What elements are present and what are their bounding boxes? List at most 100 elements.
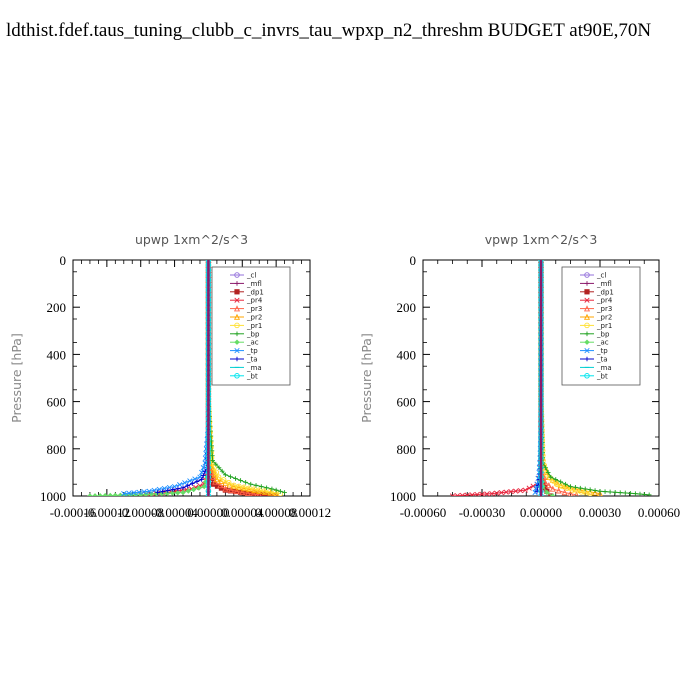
data-point — [215, 474, 222, 480]
data-point — [484, 491, 490, 496]
series-line-ta — [157, 260, 209, 493]
data-point — [545, 482, 552, 489]
data-point — [190, 481, 195, 486]
x-tick-label: 0.00012 — [289, 505, 331, 520]
data-point — [459, 492, 465, 496]
y-tick-label: 200 — [397, 300, 417, 315]
x-tick-label: -0.00004 — [151, 505, 198, 520]
data-point — [217, 482, 224, 489]
legend-label: _ac — [596, 339, 609, 347]
y-tick-label: 1000 — [390, 489, 416, 504]
data-point — [169, 490, 176, 496]
x-tick-label: 0.00008 — [255, 505, 297, 520]
data-point — [246, 485, 252, 491]
data-point — [160, 489, 166, 494]
data-point — [633, 491, 638, 496]
data-point — [210, 458, 215, 463]
legend-label: _ac — [246, 339, 259, 347]
data-point — [250, 490, 257, 496]
data-point — [592, 488, 598, 493]
series-line-ac — [89, 260, 209, 496]
data-point — [216, 465, 222, 470]
data-point — [282, 490, 287, 495]
legend-label: _bp — [596, 330, 610, 338]
data-point — [607, 489, 613, 495]
legend-label: _bp — [246, 330, 260, 338]
data-point — [548, 474, 554, 480]
data-point — [175, 490, 181, 496]
data-point — [597, 488, 603, 494]
data-point — [196, 485, 202, 491]
legend-marker — [234, 289, 240, 295]
legend-label: _ma — [246, 364, 262, 372]
data-point — [567, 490, 574, 496]
data-point — [240, 485, 248, 492]
data-point — [549, 485, 556, 492]
data-point — [248, 481, 254, 487]
legend-marker — [584, 373, 590, 379]
data-point — [222, 485, 229, 492]
data-point — [573, 485, 578, 490]
data-point — [251, 487, 258, 494]
data-point — [190, 486, 197, 493]
chart-subtitle: vpwp 1xm^2/s^3 — [485, 232, 598, 247]
chart-panel-2: vpwp 1xm^2/s^3 Pressure [hPa] 0 200 400 600 80… — [359, 232, 680, 520]
data-point — [228, 474, 233, 479]
data-point — [199, 477, 204, 482]
data-point — [112, 492, 119, 496]
x-tick-label: 0.00060 — [638, 505, 680, 520]
legend-label: _ta — [596, 356, 608, 364]
data-point — [236, 483, 242, 490]
data-point — [164, 490, 170, 496]
legend-marker — [584, 281, 590, 286]
data-point — [530, 483, 536, 489]
data-point — [246, 486, 253, 493]
data-point — [233, 487, 240, 495]
data-point — [180, 489, 186, 496]
data-point — [180, 485, 186, 491]
legend-marker — [583, 305, 591, 312]
legend-marker — [584, 289, 590, 295]
data-point — [267, 489, 273, 495]
data-point — [211, 464, 217, 471]
data-point — [602, 489, 608, 494]
legend-box — [561, 266, 641, 386]
data-point — [238, 478, 243, 483]
x-tick-label: -0.00012 — [84, 505, 131, 520]
data-point — [517, 487, 524, 494]
legend-label: _bt — [246, 372, 258, 380]
data-point — [617, 490, 623, 495]
data-point — [513, 488, 519, 494]
data-point — [159, 490, 165, 496]
data-point — [201, 483, 207, 490]
data-point — [170, 487, 176, 492]
data-point — [126, 490, 132, 496]
data-point — [151, 487, 157, 493]
y-tick-label: 0 — [410, 253, 417, 268]
legend-marker — [584, 331, 590, 337]
y-tick-label: 800 — [47, 442, 67, 457]
data-point — [148, 491, 155, 496]
data-point — [261, 488, 268, 494]
data-point — [522, 487, 528, 493]
legend-label: _cl — [246, 272, 256, 280]
data-point — [469, 492, 475, 496]
x-tick-label: 0.00004 — [221, 505, 264, 520]
data-point — [201, 473, 206, 478]
data-point — [493, 490, 500, 496]
data-point — [592, 489, 599, 496]
legend-marker — [234, 373, 240, 379]
data-point — [578, 485, 583, 491]
data-point — [220, 477, 227, 483]
y-tick-label: 800 — [397, 442, 417, 457]
data-point — [553, 477, 559, 482]
data-point — [498, 490, 505, 496]
legend-marker — [584, 297, 590, 303]
data-point — [223, 472, 228, 478]
data-point — [141, 489, 147, 495]
series-group — [449, 260, 652, 496]
data-point — [264, 485, 269, 491]
legend-label: _pr1 — [596, 322, 612, 330]
legend-label: _ta — [246, 356, 258, 364]
